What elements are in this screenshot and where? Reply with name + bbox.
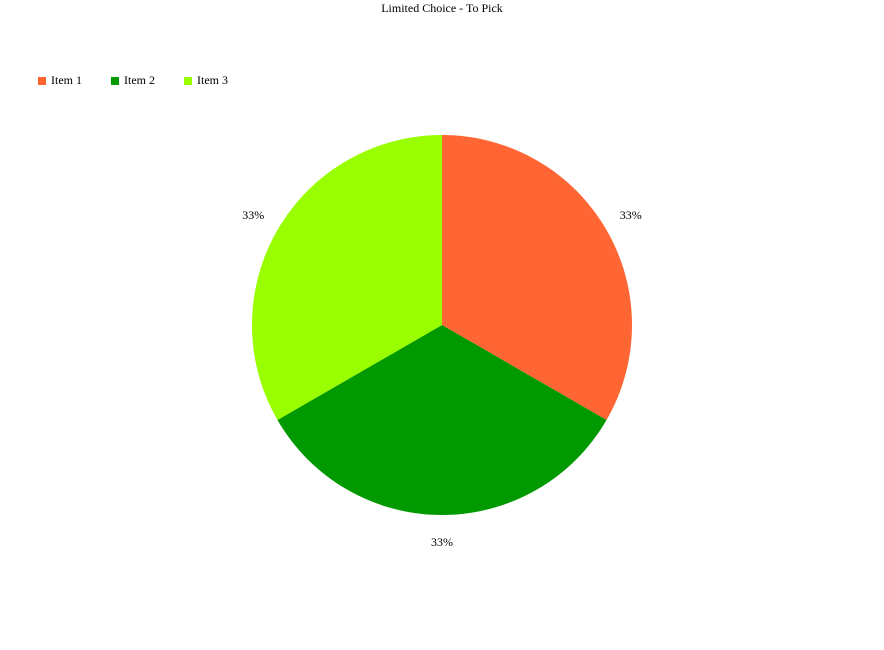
legend-swatch (184, 77, 192, 85)
slice-label: 33% (620, 208, 642, 222)
slice-label: 33% (242, 208, 264, 222)
legend-label: Item 1 (51, 73, 82, 87)
legend-swatch (38, 77, 46, 85)
legend-label: Item 3 (197, 73, 228, 87)
legend-label: Item 2 (124, 73, 155, 87)
pie-slice (277, 325, 607, 515)
legend-swatch (111, 77, 119, 85)
chart-title: Limited Choice - To Pick (381, 1, 503, 15)
slice-label: 33% (431, 535, 453, 549)
pie-slice (252, 135, 442, 420)
pie-slice (442, 135, 632, 420)
